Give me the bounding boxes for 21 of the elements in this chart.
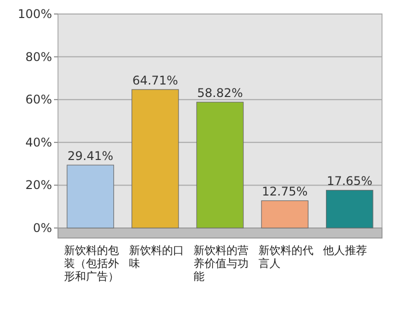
x-tick-label: 他人推荐 (323, 244, 368, 257)
y-tick-label: 60% (25, 92, 52, 107)
x-tick-label: 新饮料的代言人 (258, 244, 314, 270)
bar (66, 164, 114, 228)
y-tick-label: 40% (25, 135, 52, 150)
y-tick-label: 0% (32, 221, 52, 235)
data-label: 64.71% (132, 74, 178, 88)
y-tick-label: 80% (25, 50, 52, 64)
y-tick-label: 100% (18, 7, 52, 21)
x-tick-label: 新饮料的营养价值与功能 (194, 244, 249, 283)
x-tick-label: 新饮料的口味 (128, 244, 184, 270)
x-tick-label: 新饮料的包装（包括外形和广告） (64, 244, 119, 283)
bar (132, 89, 179, 228)
data-label: 12.75% (262, 184, 308, 199)
bar (196, 102, 244, 228)
data-label: 29.41% (68, 149, 114, 164)
bar (326, 190, 374, 228)
y-tick-label: 20% (25, 178, 52, 192)
data-label: 17.65% (326, 174, 372, 188)
data-label: 58.82% (197, 86, 243, 100)
bar (261, 200, 308, 228)
